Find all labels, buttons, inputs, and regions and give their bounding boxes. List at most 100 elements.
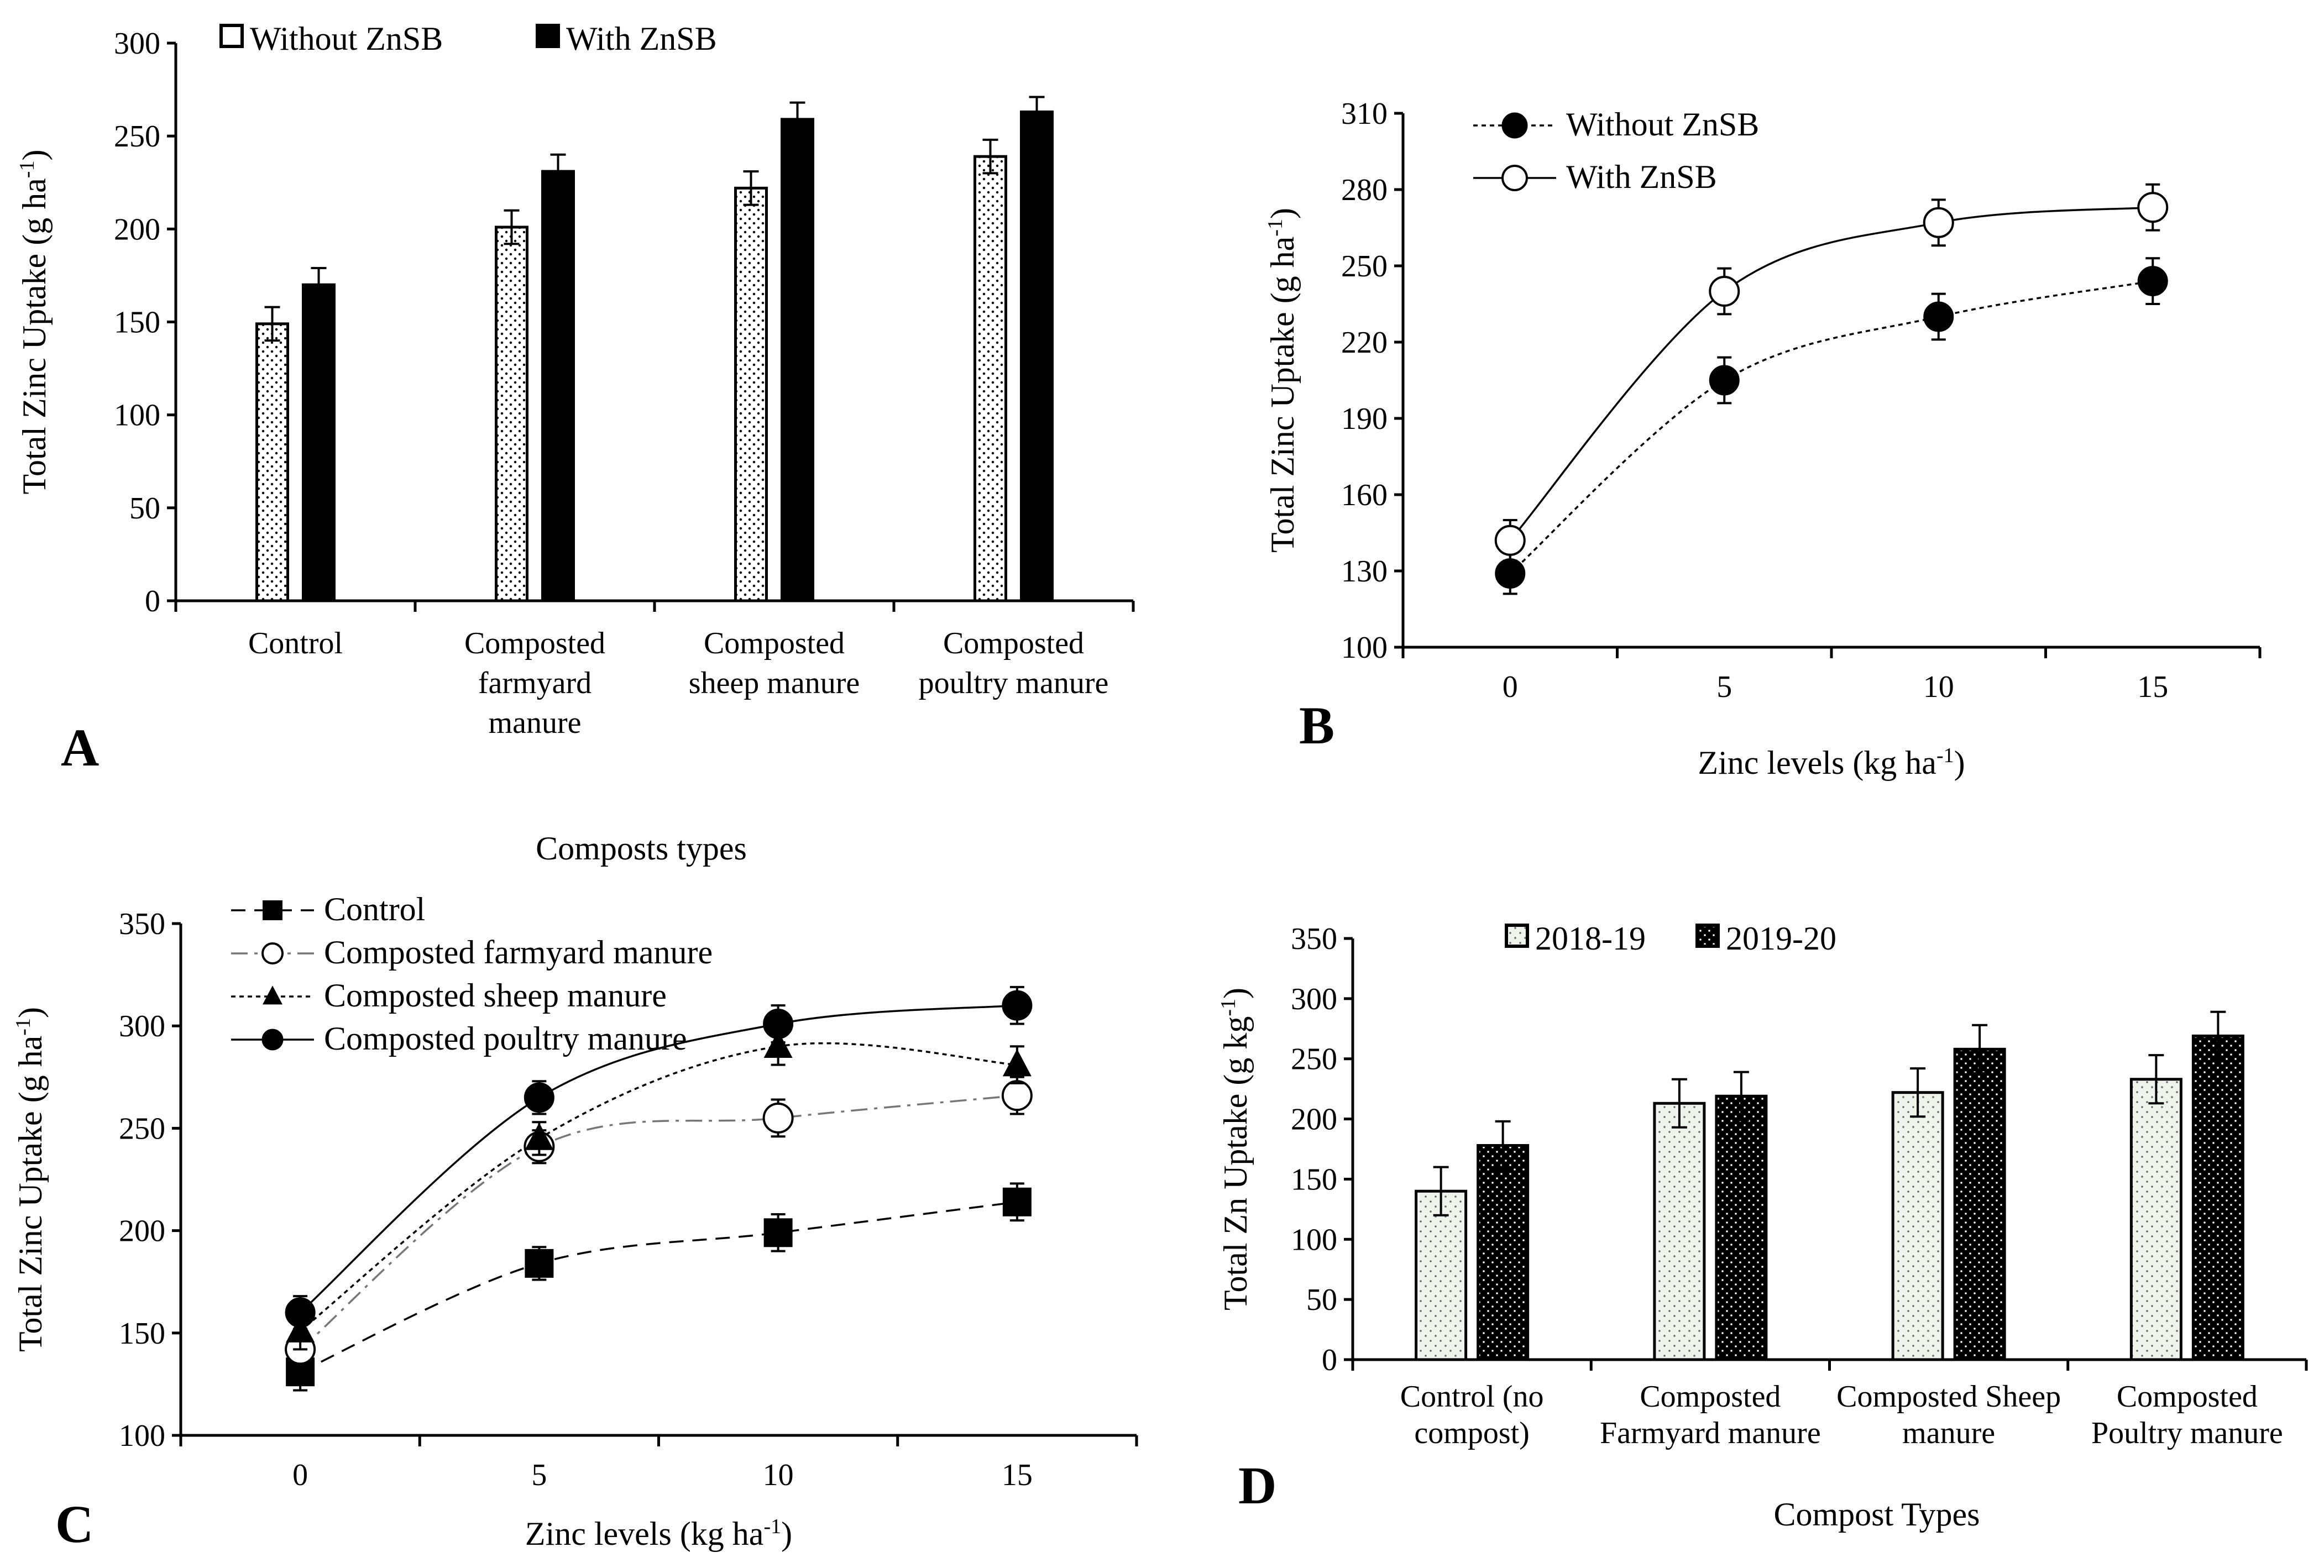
y-tick-label: 50 — [1306, 1283, 1337, 1317]
y-tick-label: 160 — [1341, 478, 1388, 512]
y-tick-label: 150 — [114, 306, 160, 340]
x-axis-label: Zinc levels (kg ha-1) — [525, 1515, 792, 1552]
legend-label: 2018-19 — [1535, 920, 1646, 957]
x-tick-label: 10 — [763, 1458, 794, 1492]
x-tick-label: 15 — [1002, 1458, 1033, 1492]
series-line — [300, 1042, 1018, 1332]
data-point — [524, 1082, 554, 1113]
y-tick-label: 130 — [1341, 554, 1388, 589]
legend-marker — [1501, 165, 1528, 191]
legend-marker — [261, 1029, 284, 1051]
y-tick-label: 300 — [114, 27, 160, 61]
bar — [255, 322, 289, 602]
category-label: Control — [248, 626, 343, 660]
y-tick-label: 0 — [145, 584, 160, 618]
legend-swatch — [219, 24, 244, 48]
panel-d-label: D — [1238, 1456, 1276, 1515]
x-tick-label: 5 — [1716, 670, 1732, 704]
bar — [2191, 1034, 2244, 1361]
series-line — [1509, 206, 2153, 541]
y-tick-label: 50 — [129, 491, 160, 526]
x-tick-label: 0 — [1503, 670, 1518, 704]
category-label: manure — [1902, 1416, 1995, 1450]
x-tick-label: 5 — [531, 1458, 547, 1492]
category-label: poultry manure — [919, 666, 1109, 700]
series-line — [1509, 280, 2153, 574]
y-tick-label: 100 — [114, 398, 160, 433]
data-point — [1002, 1048, 1032, 1077]
legend-label: Control — [324, 891, 425, 927]
x-tick-label: 0 — [292, 1458, 308, 1492]
y-axis-label: Total Zn Uptake (g kg-1) — [1217, 988, 1254, 1310]
legend-marker — [263, 900, 282, 920]
legend-marker — [261, 942, 284, 964]
legend-label: With ZnSB — [1566, 159, 1717, 195]
data-point — [1494, 525, 1526, 556]
panel-c-label: C — [55, 1494, 93, 1554]
data-point — [525, 1123, 554, 1150]
legend-marker — [1501, 112, 1528, 139]
panel-a-x-axis-label: Composts types — [536, 830, 747, 867]
panel-a-bar-chart: 0 50 100 150 200 250 300 Control Composted farmya… — [15, 20, 1135, 867]
category-label: compost) — [1414, 1416, 1529, 1450]
bar — [495, 226, 528, 602]
y-tick-label: 190 — [1341, 402, 1388, 436]
panel-b-line-chart: 100 130 160 190 220 250 280 310 0 5 10 15 Total Zinc… — [1264, 97, 2262, 781]
category-label: Composted — [2117, 1380, 2258, 1414]
legend-label: 2019-20 — [1726, 920, 1836, 957]
data-point — [1002, 1187, 1032, 1216]
data-point — [1001, 1080, 1033, 1111]
y-tick-label: 200 — [119, 1214, 165, 1249]
category-label: Composted — [464, 626, 605, 660]
y-tick-label: 0 — [1322, 1343, 1337, 1377]
y-tick-label: 350 — [1291, 922, 1337, 956]
category-label: Composted — [704, 626, 845, 660]
y-tick-label: 200 — [1291, 1103, 1337, 1137]
data-point — [1495, 558, 1526, 589]
legend-label: Without ZnSB — [250, 20, 443, 57]
bar — [973, 155, 1007, 602]
y-tick-label: 280 — [1341, 173, 1388, 207]
bar — [541, 170, 575, 602]
y-tick-label: 300 — [119, 1009, 165, 1043]
x-tick-label: 10 — [1923, 670, 1954, 704]
category-label: Composted — [1640, 1380, 1781, 1414]
y-tick-label: 100 — [119, 1419, 165, 1453]
y-tick-label: 200 — [114, 212, 160, 247]
y-tick-label: 150 — [119, 1317, 165, 1351]
bar — [1891, 1091, 1944, 1361]
bar — [1415, 1189, 1468, 1361]
y-tick-label: 250 — [119, 1111, 165, 1146]
x-tick-label: 15 — [2137, 670, 2168, 704]
data-point — [1923, 301, 1954, 332]
y-tick-label: 220 — [1341, 326, 1388, 360]
panel-c-line-chart: 100 150 200 250 300 350 0 5 10 15 Total Zinc Uptak… — [12, 891, 1138, 1554]
panel-d-bar-chart: 0 50 100 150 200 250 300 350 Control (nocompost)… — [1217, 920, 2308, 1533]
panel-b-label: B — [1299, 696, 1334, 755]
category-label: Composted Sheep — [1836, 1380, 2061, 1414]
category-label: Poultry manure — [2091, 1416, 2283, 1450]
panel-d-x-axis-label: Compost Types — [1773, 1496, 1980, 1533]
legend-label: With ZnSB — [566, 20, 717, 57]
y-tick-label: 250 — [1291, 1042, 1337, 1077]
data-point — [1923, 207, 1954, 238]
y-tick-label: 250 — [1341, 249, 1388, 284]
y-tick-label: 250 — [114, 119, 160, 154]
y-tick-label: 150 — [1291, 1162, 1337, 1197]
data-point — [1709, 365, 1740, 396]
legend-swatch — [1695, 924, 1720, 948]
x-axis-label: Zinc levels (kg ha-1) — [1698, 744, 1965, 781]
data-point — [763, 1008, 794, 1039]
bar — [781, 118, 814, 602]
data-point — [525, 1249, 554, 1278]
bar — [1715, 1094, 1768, 1361]
legend-marker — [263, 985, 282, 1005]
y-tick-label: 100 — [1291, 1223, 1337, 1257]
data-point — [763, 1218, 793, 1247]
series-line — [299, 1004, 1018, 1314]
legend-label: Composted poultry manure — [324, 1020, 687, 1057]
bar — [1477, 1144, 1530, 1361]
category-label: Control (no — [1400, 1380, 1544, 1414]
category-label: farmyard — [478, 666, 592, 700]
category-label: manure — [489, 706, 582, 740]
